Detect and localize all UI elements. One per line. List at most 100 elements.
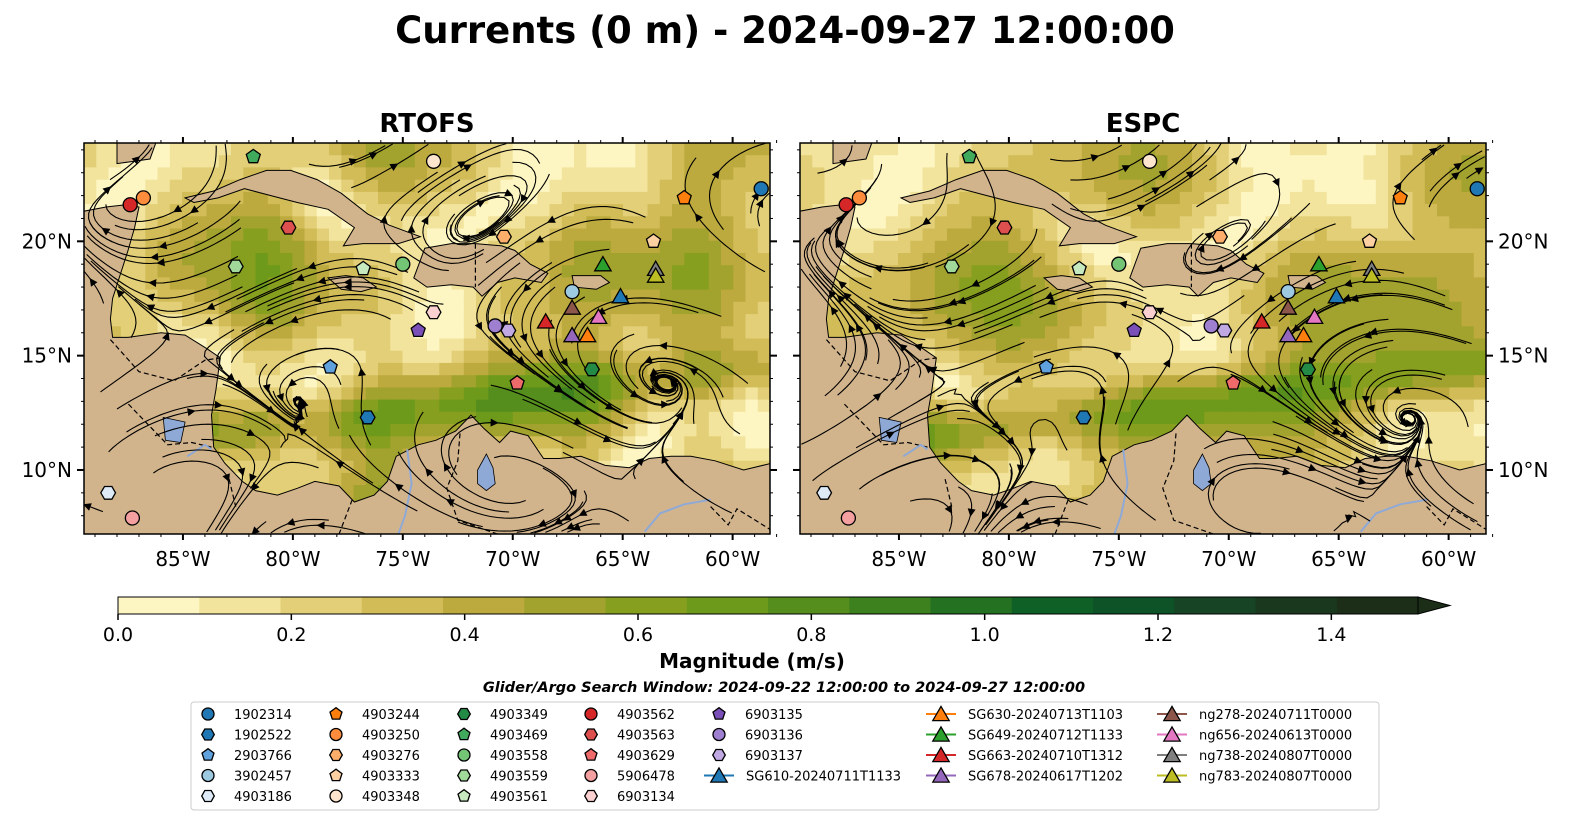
field-cell [971, 326, 985, 340]
field-cell [1081, 436, 1095, 450]
streamline [241, 294, 414, 332]
field-cell [1424, 301, 1438, 315]
field-cell [659, 314, 673, 327]
field-cell [1461, 350, 1475, 364]
field-cell [1081, 375, 1095, 388]
field-cell [1253, 338, 1267, 352]
streamline [308, 145, 386, 167]
field-cell [1449, 362, 1463, 376]
field-cell [439, 289, 453, 303]
streamline-arrow [1266, 294, 1276, 303]
field-cell [1253, 143, 1267, 156]
streamline-arrow [158, 241, 168, 250]
field-cell [1314, 143, 1328, 156]
field-cell [390, 191, 404, 205]
field-cell [1461, 387, 1475, 401]
field-cell [708, 338, 722, 352]
map-panel-espc: 85°W 80°W 75°W 70°W 65°W 60°W20°N15°N10°N [793, 137, 1548, 571]
field-cell [1437, 265, 1450, 278]
field-cell [1057, 362, 1071, 376]
field-cell [353, 387, 367, 401]
platform-marker-4903349 [583, 362, 601, 377]
field-cell [684, 265, 698, 278]
field-cell [934, 289, 948, 303]
field-cell [1192, 387, 1205, 401]
field-cell [745, 289, 759, 303]
field-cell [1351, 301, 1365, 315]
field-cell [610, 179, 624, 193]
field-cell [488, 350, 502, 364]
field-cell [402, 411, 416, 425]
streamline [1070, 146, 1211, 213]
field-cell [476, 387, 489, 401]
platform-marker-4903333 [1361, 233, 1378, 248]
field-cell [1400, 338, 1414, 352]
field-cell [488, 399, 502, 413]
field-cell [182, 253, 195, 266]
field-cell [1057, 179, 1071, 193]
field-cell [659, 228, 673, 242]
field-cell [243, 314, 257, 327]
field-cell [1069, 448, 1083, 462]
streamline-arrow [1428, 147, 1438, 156]
field-cell [1326, 167, 1340, 181]
field-cell [1204, 362, 1218, 376]
field-cell [512, 216, 526, 230]
field-cell [610, 191, 624, 205]
field-cell [1094, 143, 1107, 156]
field-cell [684, 240, 698, 254]
streamline [997, 418, 1068, 509]
legend-label: 4903563 [617, 729, 675, 744]
field-cell [1167, 143, 1181, 156]
field-cell [1302, 253, 1316, 266]
streamline [1209, 144, 1247, 181]
field-cell [1008, 204, 1022, 217]
streamline [1334, 381, 1421, 445]
field-cell [1277, 387, 1291, 401]
field-cell [757, 424, 770, 437]
field-cell [672, 216, 685, 230]
field-cell [721, 277, 734, 291]
field-cell [1081, 387, 1095, 401]
field-cell [745, 436, 759, 450]
field-cell [574, 143, 587, 156]
field-cell [353, 301, 367, 315]
streamline [100, 286, 169, 393]
streamline-arrow [694, 213, 703, 223]
field-cell [1081, 326, 1095, 340]
platform-marker-5906478 [840, 510, 857, 526]
field-cell [182, 155, 195, 168]
field-cell [1167, 289, 1181, 303]
colorbar-segment [1336, 597, 1419, 614]
field-cell [1241, 289, 1254, 303]
streamline [348, 434, 483, 528]
field-cell [996, 460, 1009, 474]
field-cell [1167, 399, 1181, 413]
field-cell [959, 301, 973, 315]
field-cell [1204, 375, 1218, 388]
field-cell [1143, 399, 1156, 413]
country-border [710, 506, 770, 530]
field-cell [861, 277, 875, 291]
field-cell [1106, 424, 1120, 437]
streamline [494, 455, 576, 533]
field-cell [84, 179, 97, 193]
streamline [990, 495, 1088, 532]
river-line [1113, 449, 1129, 534]
field-cell [983, 240, 997, 254]
field-cell [1449, 228, 1463, 242]
field-cell [133, 277, 146, 291]
field-cell [684, 411, 698, 425]
field-cell [1290, 265, 1303, 278]
field-cell [1069, 387, 1083, 401]
field-cell [635, 191, 649, 205]
field-cell [243, 326, 257, 340]
field-cell [922, 155, 936, 168]
field-cell [684, 387, 698, 401]
field-cell [1032, 387, 1046, 401]
streamline [529, 286, 596, 404]
field-cell [365, 436, 379, 450]
field-cell [745, 424, 759, 437]
field-cell [934, 424, 948, 437]
field-cell [1424, 314, 1438, 327]
